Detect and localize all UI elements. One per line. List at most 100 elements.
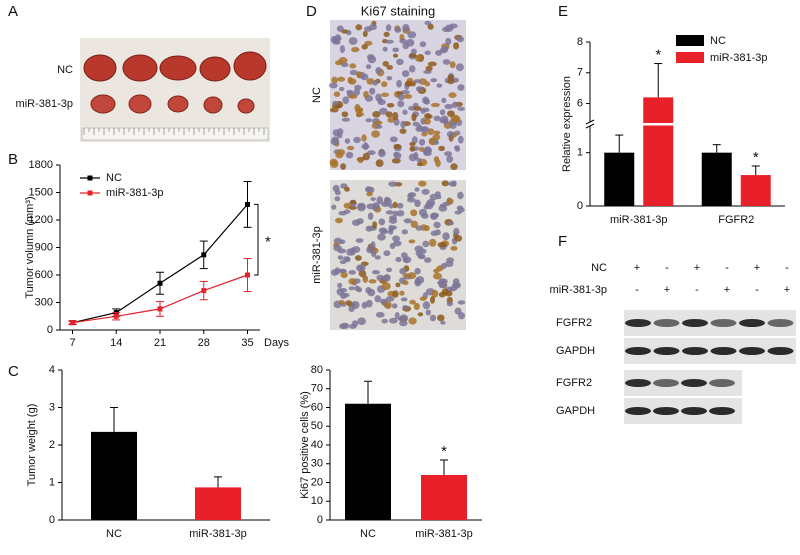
row-label: miR-381-3p <box>16 98 73 110</box>
band <box>681 407 707 415</box>
nucleus <box>400 120 406 129</box>
nucleus <box>350 301 360 309</box>
tumor <box>122 54 158 82</box>
nucleus <box>354 84 362 91</box>
nucleus <box>409 146 416 152</box>
ruler <box>81 127 269 141</box>
nucleus <box>391 303 398 309</box>
nucleus <box>430 296 435 304</box>
point <box>201 288 207 294</box>
nucleus <box>341 62 349 68</box>
annotation: * <box>265 234 271 251</box>
nucleus <box>424 225 430 232</box>
nucleus <box>386 65 394 70</box>
nucleus <box>366 192 373 197</box>
nucleus <box>439 203 446 208</box>
panel-label: E <box>558 3 568 20</box>
nucleus <box>433 139 439 145</box>
nucleus <box>414 267 421 275</box>
y-tick-label: 80 <box>311 364 323 376</box>
nucleus <box>458 312 465 320</box>
nucleus <box>372 111 381 118</box>
nucleus <box>346 89 354 94</box>
nucleus <box>389 317 398 324</box>
nucleus <box>339 239 346 245</box>
nucleus <box>387 117 395 123</box>
nucleus <box>381 92 390 98</box>
nucleus <box>378 218 386 226</box>
nucleus <box>383 197 392 206</box>
nucleus <box>399 290 405 296</box>
panel-label: D <box>306 3 317 20</box>
bar <box>604 152 635 206</box>
band <box>739 347 765 355</box>
nucleus <box>349 247 356 256</box>
nucleus <box>357 287 362 293</box>
nucleus <box>432 133 441 141</box>
nucleus <box>366 186 375 194</box>
nucleus <box>456 205 464 211</box>
y-tick-label: 0 <box>47 324 53 336</box>
nucleus <box>356 71 362 79</box>
condition-sign: + <box>724 284 730 296</box>
nucleus <box>396 58 404 66</box>
condition-label: NC <box>591 262 607 274</box>
point <box>245 201 250 207</box>
nucleus <box>457 300 466 305</box>
band <box>625 379 651 387</box>
nucleus <box>410 220 418 228</box>
nucleus <box>402 305 409 310</box>
nucleus <box>382 46 388 52</box>
nucleus <box>411 113 417 122</box>
nucleus <box>361 44 368 50</box>
nucleus <box>442 59 451 65</box>
x-tick-label: 21 <box>154 337 166 349</box>
nucleus <box>400 297 408 302</box>
nucleus <box>364 26 373 32</box>
y-tick-label: 300 <box>35 296 53 308</box>
band <box>653 379 679 387</box>
annotation: * <box>753 149 759 166</box>
tumor <box>128 94 152 114</box>
nucleus <box>366 203 376 210</box>
nucleus <box>370 197 376 202</box>
y-tick-label: 30 <box>311 458 323 470</box>
nucleus <box>436 83 443 88</box>
nucleus <box>341 322 350 329</box>
tumor <box>199 56 231 82</box>
nucleus <box>444 103 454 110</box>
nucleus <box>381 282 391 291</box>
y-tick-label: 1200 <box>29 214 53 226</box>
nucleus <box>431 289 439 298</box>
nucleus <box>379 298 388 305</box>
nucleus <box>402 42 410 50</box>
nucleus <box>332 100 339 106</box>
nucleus <box>348 205 357 210</box>
condition-label: miR-381-3p <box>550 284 607 296</box>
bar <box>195 487 241 520</box>
y-tick-label: 10 <box>311 495 323 507</box>
nucleus <box>430 102 440 108</box>
nucleus <box>333 244 342 252</box>
y-tick-label: 8 <box>577 36 583 48</box>
nucleus <box>449 122 457 129</box>
legend-marker <box>87 175 93 181</box>
nucleus <box>330 160 339 168</box>
nucleus <box>365 287 372 294</box>
band <box>709 407 735 415</box>
condition-sign: + <box>784 284 790 296</box>
y-tick-label: 600 <box>35 269 53 281</box>
nucleus <box>344 256 351 263</box>
x-tick-label: 14 <box>110 337 122 349</box>
nucleus <box>385 24 392 32</box>
nucleus <box>357 202 366 210</box>
blot <box>624 338 796 364</box>
nucleus <box>454 235 463 242</box>
nucleus <box>383 250 391 257</box>
bar <box>643 97 674 206</box>
nucleus <box>342 96 350 105</box>
band <box>653 347 680 355</box>
nucleus <box>392 53 399 58</box>
band <box>682 347 708 355</box>
condition-sign: - <box>665 262 669 274</box>
